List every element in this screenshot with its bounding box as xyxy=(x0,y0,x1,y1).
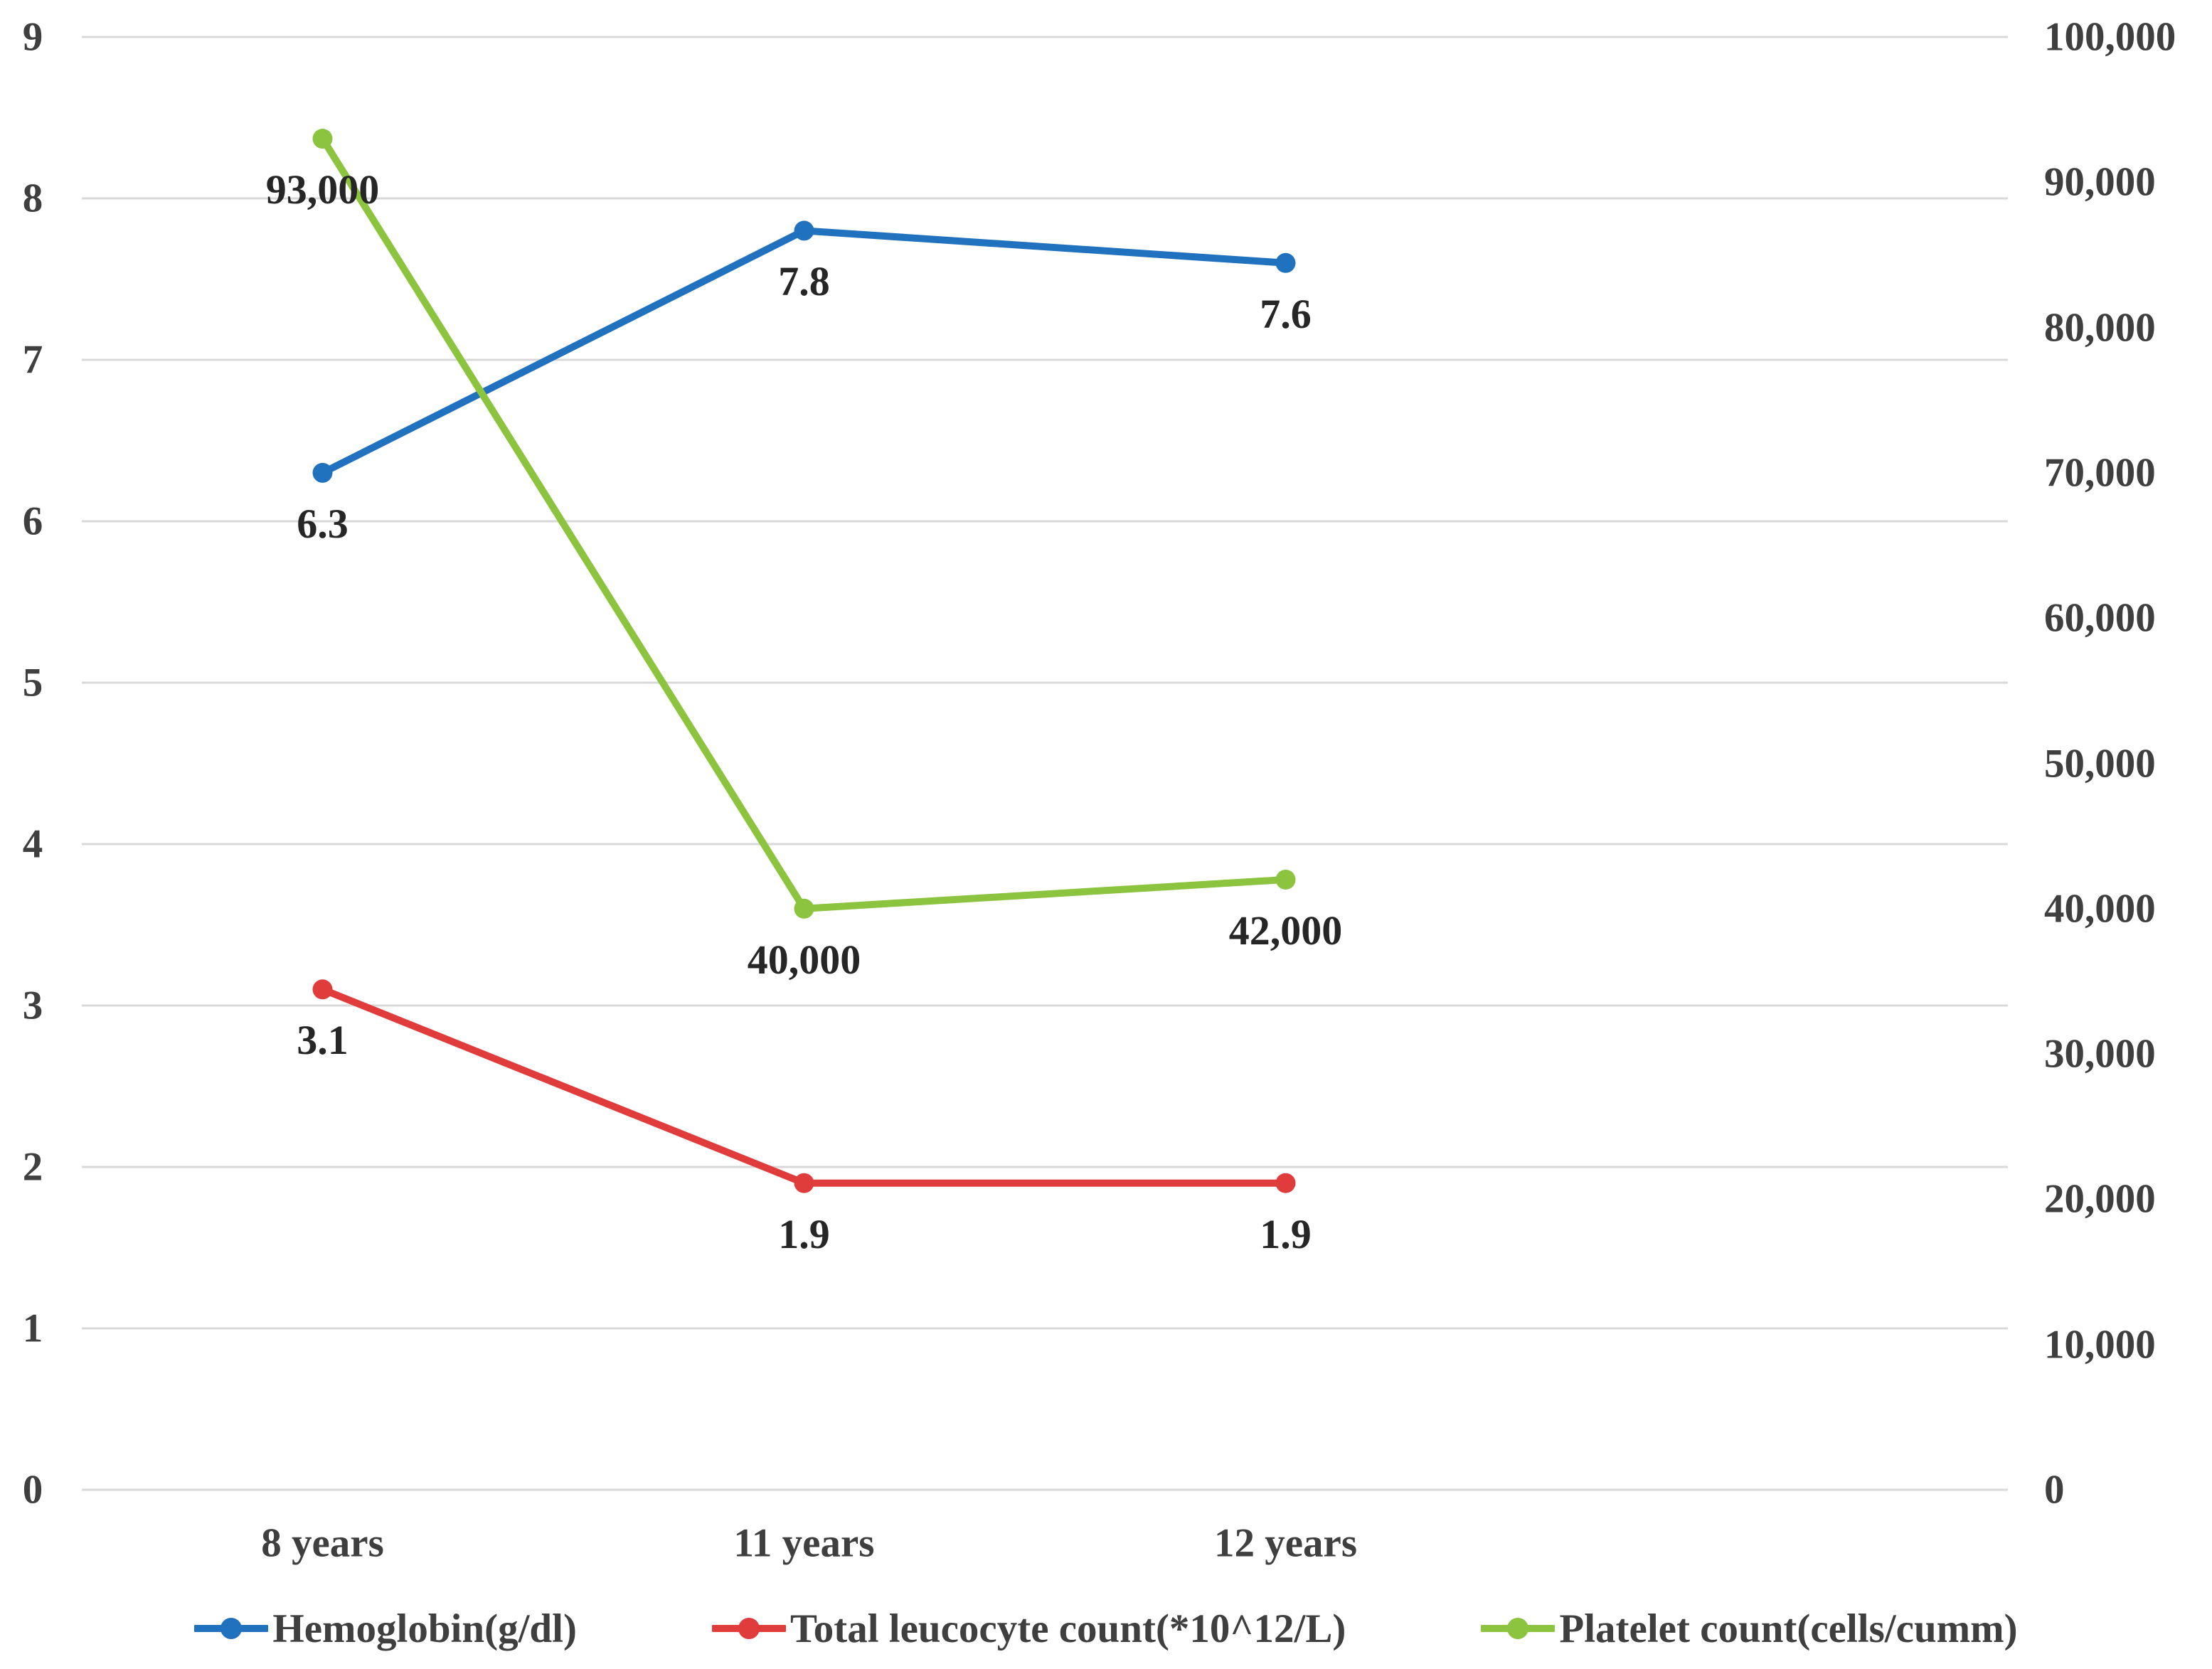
data-point-marker xyxy=(794,898,814,919)
right-axis-tick-label: 100,000 xyxy=(2044,14,2176,60)
legend-item: Total leucocyte count(*10^12/L) xyxy=(711,1606,1346,1651)
data-label: 7.8 xyxy=(778,258,830,305)
left-axis-tick-label: 4 xyxy=(22,821,43,867)
data-point-marker xyxy=(794,1173,814,1193)
data-label: 93,000 xyxy=(265,166,380,213)
right-axis-tick-label: 60,000 xyxy=(2044,595,2156,641)
data-point-marker xyxy=(1275,869,1296,890)
data-point-marker xyxy=(312,129,333,149)
right-axis-tick-label: 0 xyxy=(2044,1467,2065,1513)
legend-label: Hemoglobin(g/dl) xyxy=(272,1606,577,1651)
left-axis-tick-label: 9 xyxy=(22,14,43,60)
right-axis-tick-label: 90,000 xyxy=(2044,159,2156,205)
data-label: 6.3 xyxy=(297,500,349,547)
data-point-marker xyxy=(1275,252,1296,273)
data-label: 42,000 xyxy=(1228,907,1343,954)
legend-label: Platelet count(cells/cumm) xyxy=(1559,1606,2018,1651)
legend-line-marker-icon xyxy=(1481,1618,1556,1639)
right-axis-tick-label: 70,000 xyxy=(2044,450,2156,496)
x-axis-label: 11 years xyxy=(733,1520,875,1566)
left-axis-tick-label: 5 xyxy=(22,660,43,705)
legend-line-marker-icon xyxy=(194,1618,269,1639)
left-axis-tick-label: 6 xyxy=(22,498,43,544)
data-point-marker xyxy=(1275,1173,1296,1193)
legend-label: Total leucocyte count(*10^12/L) xyxy=(789,1606,1346,1651)
right-axis-tick-label: 10,000 xyxy=(2044,1322,2156,1367)
data-label: 40,000 xyxy=(747,936,861,983)
right-axis-tick-label: 20,000 xyxy=(2044,1176,2156,1222)
legend: Hemoglobin(g/dl) Total leucocyte count(*1… xyxy=(0,1593,2212,1664)
left-axis-tick-label: 2 xyxy=(22,1144,43,1190)
left-axis-tick-label: 0 xyxy=(22,1467,43,1513)
data-point-marker xyxy=(312,462,333,483)
right-axis-tick-label: 40,000 xyxy=(2044,886,2156,932)
left-axis-tick-label: 8 xyxy=(22,176,43,221)
data-label: 7.6 xyxy=(1260,290,1312,337)
x-axis-label: 8 years xyxy=(261,1520,384,1566)
legend-item: Hemoglobin(g/dl) xyxy=(194,1609,577,1649)
left-axis-tick-label: 3 xyxy=(22,983,43,1028)
legend-line-marker-icon xyxy=(711,1618,786,1639)
data-label: 1.9 xyxy=(778,1210,830,1257)
left-axis-tick-label: 1 xyxy=(22,1306,43,1351)
right-axis-tick-label: 30,000 xyxy=(2044,1031,2156,1077)
right-axis-tick-label: 80,000 xyxy=(2044,305,2156,351)
data-point-marker xyxy=(794,220,814,241)
x-axis-label: 12 years xyxy=(1213,1520,1358,1566)
data-label: 3.1 xyxy=(297,1017,349,1064)
legend-item: Platelet count(cells/cumm) xyxy=(1481,1606,2018,1651)
data-label: 1.9 xyxy=(1260,1210,1312,1257)
right-axis-tick-label: 50,000 xyxy=(2044,741,2156,786)
data-point-marker xyxy=(312,979,333,1000)
left-axis-tick-label: 7 xyxy=(22,337,43,383)
series-line-1 xyxy=(319,986,1290,1187)
